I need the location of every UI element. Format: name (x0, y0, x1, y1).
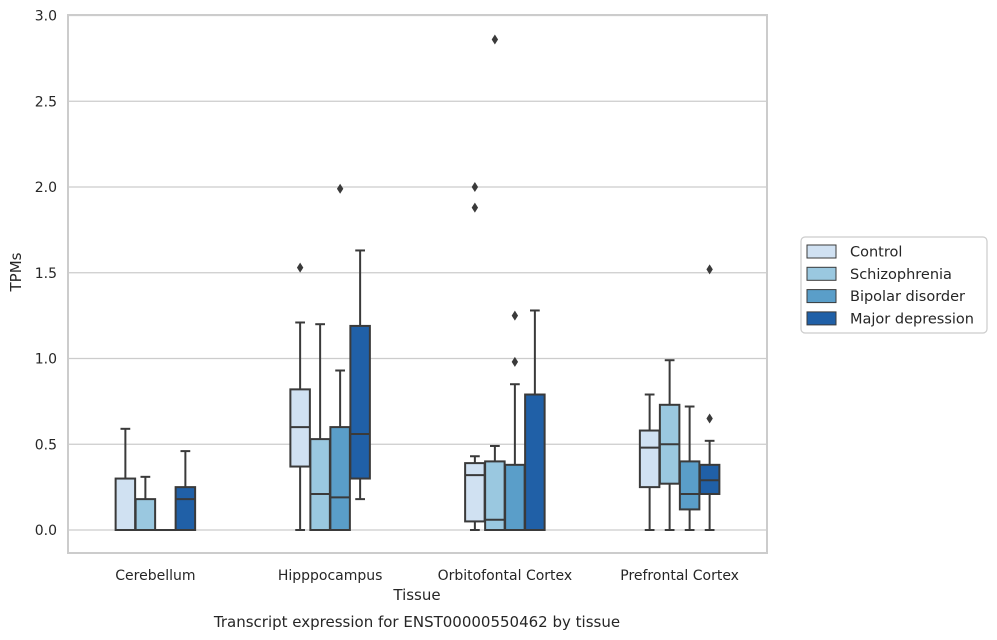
box-iqr (174, 486, 197, 531)
y-axis-label: TPMs (7, 252, 25, 292)
box-iqr (524, 393, 546, 532)
box-control (289, 262, 311, 531)
box-control (638, 393, 661, 531)
box-major-depression (524, 309, 546, 532)
chart-caption: Transcript expression for ENST0000055046… (213, 613, 620, 631)
y-tick-label: 0.0 (35, 523, 57, 539)
outlier-point (471, 182, 479, 192)
legend-label: Major depression (850, 311, 974, 327)
box-control (114, 427, 137, 531)
legend: Control Schizophrenia Bipolar disorder Majo… (800, 236, 988, 334)
x-axis-label: Tissue (392, 586, 440, 604)
x-tick-label: Hipppocampus (278, 568, 383, 584)
legend-swatch (806, 266, 837, 281)
legend-swatch (806, 244, 837, 259)
box-major-depression (174, 450, 197, 531)
box-schizophrenia (309, 323, 331, 532)
box-control (464, 182, 486, 531)
legend-swatch (806, 289, 837, 304)
x-tick-label: Prefrontal Cortex (620, 568, 739, 584)
box-iqr (329, 426, 351, 532)
plot-frame (67, 14, 768, 554)
y-tick-label: 0.5 (35, 437, 57, 453)
outlier-point (471, 202, 479, 213)
legend-frame (800, 236, 988, 334)
box-schizophrenia (134, 475, 157, 532)
box-schizophrenia (658, 359, 681, 531)
legend-label: Control (850, 245, 902, 261)
box-iqr (638, 429, 661, 489)
legend-label: Bipolar disorder (850, 289, 965, 305)
box-iqr (678, 460, 701, 511)
box-bipolar-disorder (329, 183, 351, 532)
y-tick-label: 1.0 (35, 352, 57, 368)
plot-area (114, 34, 721, 532)
box-schizophrenia (484, 34, 506, 531)
box-major-depression (698, 264, 721, 531)
box-iqr (504, 463, 526, 531)
box-iqr (349, 324, 371, 480)
x-tick-labels: Cerebellum Hipppocampus Orbitofontal Corte… (115, 568, 739, 584)
x-tick-label: Orbitofontal Cortex (438, 568, 573, 584)
outlier-point (511, 356, 519, 367)
box-iqr (309, 438, 331, 532)
legend-label: Schizophrenia (850, 267, 952, 283)
box-iqr (134, 498, 157, 532)
y-tick-label: 1.5 (35, 266, 57, 282)
outlier-point (511, 310, 519, 321)
y-tick-label: 2.0 (35, 180, 57, 196)
outlier-point (706, 413, 713, 424)
box-major-depression (349, 249, 371, 501)
y-tick-labels: 0.0 0.5 1.0 1.5 2.0 2.5 3.0 (35, 9, 57, 540)
legend-swatch (806, 311, 837, 326)
outlier-point (296, 262, 304, 273)
box-iqr (114, 477, 137, 531)
box-bipolar-disorder (504, 310, 526, 531)
outlier-point (706, 264, 713, 275)
box-iqr (464, 462, 486, 523)
box-bipolar-disorder (678, 405, 701, 531)
y-tick-label: 3.0 (35, 9, 57, 25)
outlier-point (336, 183, 344, 194)
y-tick-label: 2.5 (35, 94, 57, 110)
outlier-point (491, 34, 499, 45)
x-tick-label: Cerebellum (115, 568, 195, 584)
